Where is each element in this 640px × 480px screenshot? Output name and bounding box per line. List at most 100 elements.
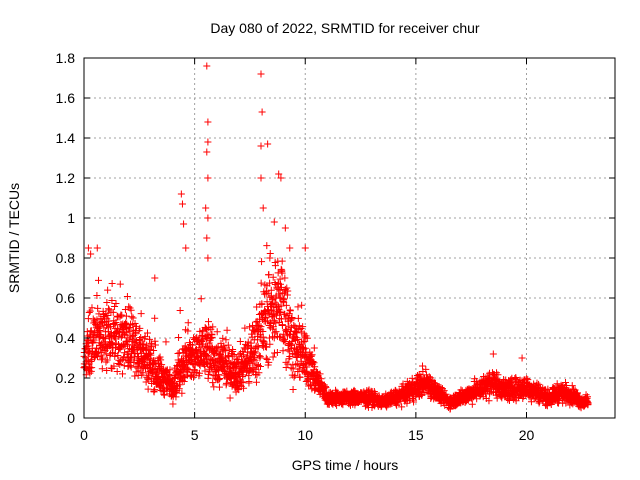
data-point — [485, 397, 493, 405]
data-point — [112, 300, 120, 308]
data-point — [85, 309, 93, 317]
data-point — [123, 292, 131, 300]
data-point — [252, 378, 260, 386]
data-point — [226, 394, 234, 402]
data-point — [195, 344, 203, 352]
data-point — [289, 386, 297, 394]
data-point — [203, 148, 211, 156]
data-point — [208, 333, 216, 341]
data-point — [84, 342, 92, 350]
data-point — [430, 379, 438, 387]
data-point — [151, 314, 159, 322]
data-point — [104, 312, 112, 320]
x-tick-label: 0 — [80, 427, 88, 443]
data-point — [222, 336, 230, 344]
data-point — [540, 386, 548, 394]
data-point — [86, 307, 94, 315]
data-point — [83, 356, 91, 364]
y-tick-label: 1.4 — [56, 130, 76, 146]
y-tick-label: 1.8 — [56, 50, 76, 66]
data-point — [88, 304, 96, 312]
data-point — [94, 304, 102, 312]
data-point — [95, 276, 103, 284]
data-point — [281, 224, 289, 232]
data-point — [128, 313, 136, 321]
data-point — [202, 204, 210, 212]
data-point — [284, 287, 292, 295]
x-tick-label: 10 — [297, 427, 313, 443]
data-point — [240, 384, 248, 392]
data-point — [93, 244, 101, 252]
data-point — [303, 363, 311, 371]
data-point — [584, 399, 592, 407]
data-point — [94, 353, 102, 361]
data-point — [151, 274, 159, 282]
data-point — [245, 378, 253, 386]
data-point — [141, 333, 149, 341]
data-point — [150, 346, 158, 354]
data-point — [269, 323, 277, 331]
data-point — [257, 70, 265, 78]
data-point — [196, 369, 204, 377]
data-point — [137, 334, 145, 342]
data-point — [109, 308, 117, 316]
data-point — [204, 214, 212, 222]
data-point — [266, 279, 274, 287]
data-point — [489, 350, 497, 358]
data-point — [281, 338, 289, 346]
data-point — [269, 273, 277, 281]
data-point — [303, 334, 311, 342]
y-tick-label: 0 — [67, 410, 75, 426]
x-tick-label: 5 — [191, 427, 199, 443]
data-point — [276, 280, 284, 288]
data-point — [87, 327, 95, 335]
data-point — [209, 323, 217, 331]
y-tick-label: 1 — [67, 210, 75, 226]
data-point — [119, 370, 127, 378]
data-point — [113, 367, 121, 375]
data-point — [132, 328, 140, 336]
data-point — [259, 204, 267, 212]
data-point — [103, 356, 111, 364]
data-point — [289, 365, 297, 373]
data-point — [296, 373, 304, 381]
data-point — [103, 299, 111, 307]
data-point — [175, 385, 183, 393]
data-point — [238, 378, 246, 386]
data-point — [269, 353, 277, 361]
y-tick-label: 0.8 — [56, 250, 76, 266]
data-point — [182, 244, 190, 252]
data-point — [288, 338, 296, 346]
data-point — [308, 351, 316, 359]
data-point — [145, 335, 153, 343]
data-point — [419, 362, 427, 370]
data-point — [297, 357, 305, 365]
data-point — [294, 314, 302, 322]
data-point — [125, 336, 133, 344]
data-point — [293, 329, 301, 337]
data-point — [279, 337, 287, 345]
data-point — [122, 312, 130, 320]
data-point — [178, 389, 186, 397]
data-point — [174, 350, 182, 358]
data-point — [293, 335, 301, 343]
data-point — [299, 338, 307, 346]
data-point — [215, 383, 223, 391]
data-point — [219, 334, 227, 342]
data-point — [256, 362, 264, 370]
data-point — [301, 344, 309, 352]
data-point — [251, 356, 259, 364]
data-point — [93, 292, 101, 300]
data-point — [277, 283, 285, 291]
data-point — [301, 359, 309, 367]
data-point — [278, 257, 286, 265]
data-point — [299, 323, 307, 331]
data-point — [468, 400, 476, 408]
data-point — [95, 310, 103, 318]
data-point — [125, 303, 133, 311]
data-point — [511, 375, 519, 383]
data-point — [191, 367, 199, 375]
data-point — [270, 334, 278, 342]
data-point — [202, 342, 210, 350]
data-point — [279, 334, 287, 342]
